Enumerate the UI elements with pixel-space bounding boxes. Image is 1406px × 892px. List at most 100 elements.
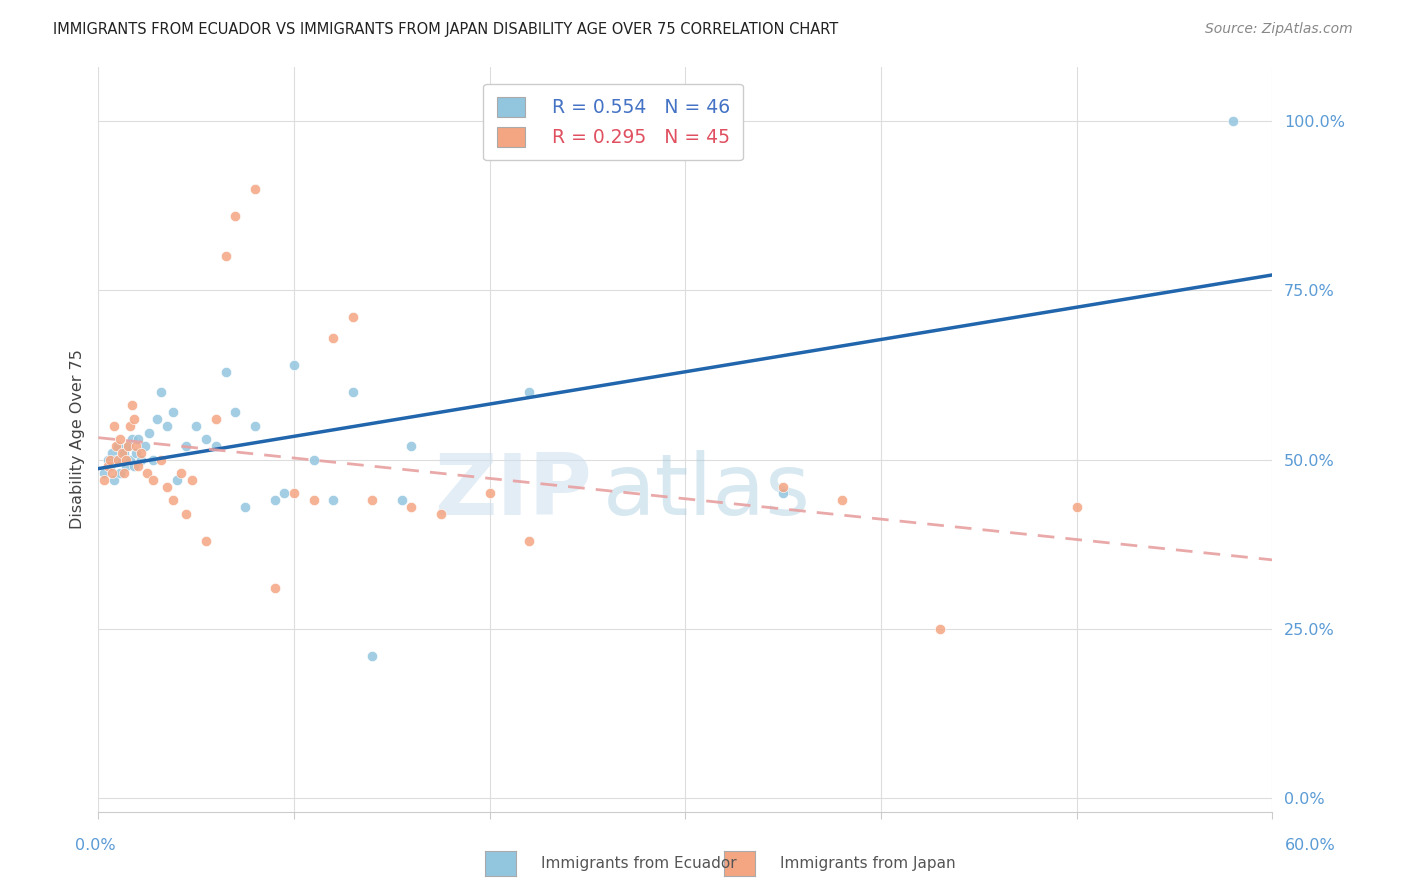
Point	[101, 446, 124, 460]
Point	[224, 209, 246, 223]
Point	[195, 533, 218, 548]
Point	[118, 452, 141, 467]
Point	[342, 384, 364, 399]
Point	[131, 452, 153, 467]
Text: IMMIGRANTS FROM ECUADOR VS IMMIGRANTS FROM JAPAN DISABILITY AGE OVER 75 CORRELAT: IMMIGRANTS FROM ECUADOR VS IMMIGRANTS FR…	[53, 22, 838, 37]
Point	[302, 493, 325, 508]
Point	[136, 466, 159, 480]
Point	[214, 365, 236, 379]
Point	[146, 412, 169, 426]
Text: 60.0%: 60.0%	[1285, 838, 1336, 853]
Point	[391, 493, 413, 508]
Point	[98, 452, 121, 467]
Point	[162, 493, 184, 508]
Point	[283, 486, 305, 500]
Point	[93, 466, 115, 480]
Point	[401, 439, 423, 453]
Text: Immigrants from Japan: Immigrants from Japan	[780, 856, 956, 871]
Point	[142, 473, 165, 487]
Point	[131, 446, 153, 460]
Point	[124, 446, 146, 460]
Point	[342, 310, 364, 325]
Point	[112, 446, 135, 460]
Point	[430, 507, 453, 521]
Point	[107, 452, 129, 467]
Point	[772, 486, 794, 500]
Point	[214, 250, 236, 264]
Point	[186, 418, 208, 433]
Point	[117, 439, 139, 453]
Point	[97, 459, 120, 474]
Point	[118, 418, 141, 433]
Point	[831, 493, 853, 508]
Text: atlas: atlas	[603, 450, 811, 533]
Point	[517, 384, 540, 399]
Point	[205, 439, 228, 453]
Point	[150, 384, 173, 399]
Point	[117, 439, 139, 453]
Point	[105, 452, 128, 467]
Point	[273, 486, 295, 500]
Point	[263, 582, 285, 596]
Point	[127, 433, 149, 447]
Point	[122, 459, 145, 474]
Point	[114, 459, 136, 474]
Point	[150, 452, 173, 467]
Point	[283, 358, 305, 372]
Text: 0.0%: 0.0%	[76, 838, 115, 853]
Point	[166, 473, 188, 487]
Point	[93, 473, 115, 487]
Point	[176, 439, 198, 453]
Point	[134, 439, 156, 453]
Point	[124, 439, 146, 453]
Point	[233, 500, 256, 514]
Point	[111, 452, 134, 467]
Text: Source: ZipAtlas.com: Source: ZipAtlas.com	[1205, 22, 1353, 37]
Point	[138, 425, 160, 440]
Point	[121, 399, 143, 413]
Point	[517, 533, 540, 548]
Text: Immigrants from Ecuador: Immigrants from Ecuador	[541, 856, 737, 871]
Point	[181, 473, 204, 487]
Point	[224, 405, 246, 419]
Point	[122, 412, 145, 426]
Point	[111, 446, 134, 460]
Point	[176, 507, 198, 521]
Point	[243, 418, 266, 433]
Point	[156, 480, 179, 494]
Point	[772, 480, 794, 494]
Point	[108, 466, 131, 480]
Point	[97, 452, 120, 467]
Point	[478, 486, 501, 500]
Point	[1066, 500, 1088, 514]
Point	[322, 331, 344, 345]
Point	[1222, 114, 1244, 128]
Point	[205, 412, 228, 426]
Point	[114, 452, 136, 467]
Point	[162, 405, 184, 419]
Point	[243, 182, 266, 196]
Point	[322, 493, 344, 508]
Point	[112, 466, 135, 480]
Point	[361, 648, 384, 663]
Point	[98, 459, 121, 474]
Point	[127, 459, 149, 474]
Point	[105, 439, 128, 453]
Point	[361, 493, 384, 508]
Point	[302, 452, 325, 467]
Point	[401, 500, 423, 514]
Point	[101, 466, 124, 480]
Point	[263, 493, 285, 508]
Point	[928, 622, 950, 636]
Point	[121, 433, 143, 447]
Point	[107, 439, 129, 453]
Point	[103, 473, 125, 487]
Point	[156, 418, 179, 433]
Text: ZIP: ZIP	[434, 450, 592, 533]
Legend:   R = 0.554   N = 46,   R = 0.295   N = 45: R = 0.554 N = 46, R = 0.295 N = 45	[484, 84, 742, 161]
Point	[169, 466, 191, 480]
Y-axis label: Disability Age Over 75: Disability Age Over 75	[69, 350, 84, 529]
Point	[142, 452, 165, 467]
Point	[108, 433, 131, 447]
Point	[103, 418, 125, 433]
